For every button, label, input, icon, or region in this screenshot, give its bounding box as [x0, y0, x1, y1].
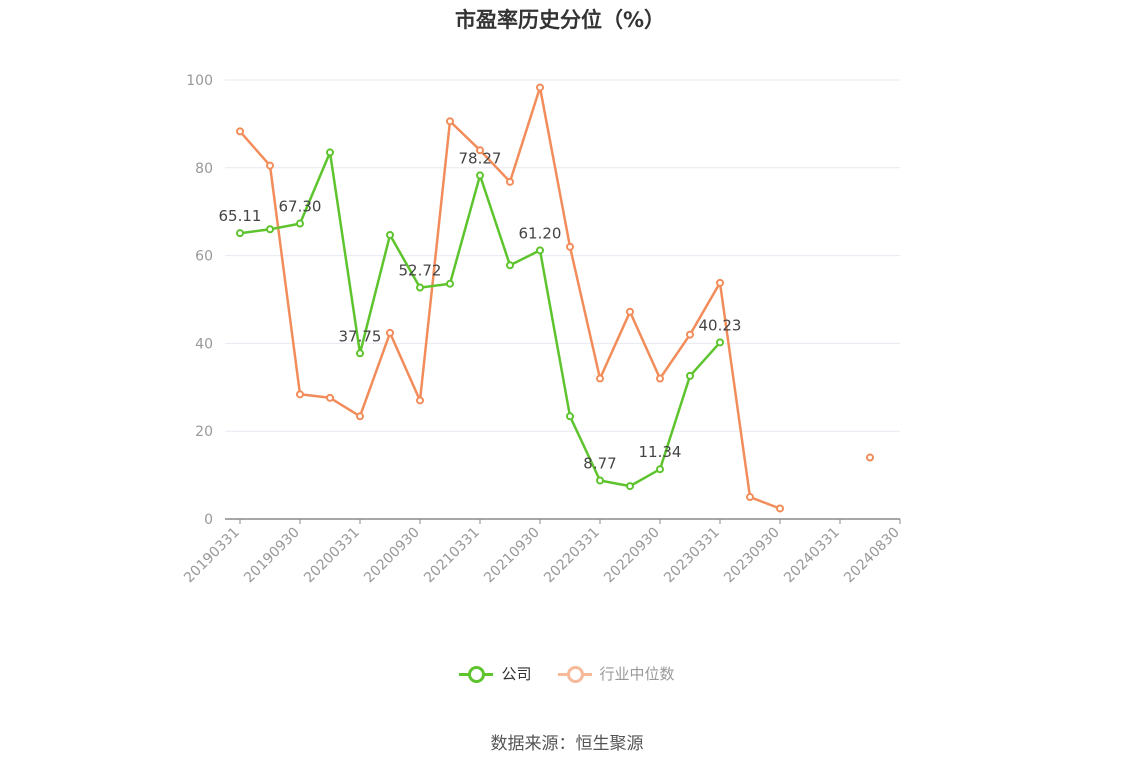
- industry-median-point: [386, 328, 394, 337]
- series-layer: [236, 83, 874, 513]
- data-label: 8.77: [583, 454, 616, 472]
- legend-label-industry-median: 行业中位数: [599, 665, 675, 683]
- company-point: [236, 229, 244, 238]
- x-tick-label: 20230930: [721, 525, 783, 587]
- x-tick-label: 20210331: [421, 525, 483, 587]
- industry-median-point: [296, 390, 304, 399]
- industry-median-point: [476, 146, 484, 155]
- data-label: 11.34: [639, 443, 682, 461]
- x-tick-label: 20220930: [601, 525, 663, 587]
- data-label: 78.27: [459, 149, 502, 167]
- industry-median-point: [416, 396, 424, 405]
- x-tick-label: 20240830: [841, 525, 903, 587]
- y-tick-label: 80: [195, 161, 213, 177]
- company-point: [506, 261, 514, 270]
- data-label: 65.11: [219, 207, 262, 225]
- data-label: 61.20: [519, 224, 562, 242]
- company-point: [386, 230, 394, 239]
- x-tick-label: 20230331: [661, 525, 723, 587]
- legend: 公司 行业中位数: [0, 663, 1134, 684]
- industry-median-point: [776, 504, 784, 513]
- industry-median-point: [626, 307, 634, 316]
- company-point: [656, 465, 664, 474]
- x-tick-label: 20220331: [541, 525, 603, 587]
- company-point: [266, 225, 274, 234]
- industry-median-point: [266, 161, 274, 170]
- industry-median-point: [596, 374, 604, 383]
- legend-label-company: 公司: [501, 665, 532, 683]
- industry-median-point: [446, 117, 454, 126]
- company-point: [536, 246, 544, 255]
- industry-median-point: [716, 278, 724, 287]
- company-point: [476, 171, 484, 180]
- industry-median-point: [356, 412, 364, 421]
- industry-median-line: [240, 88, 870, 509]
- company-point: [446, 279, 454, 288]
- axes: 0 20 40 60 80 100 2019033120190930202003312020…: [181, 73, 903, 586]
- chart-title: 市盈率历史分位（%）: [454, 8, 666, 32]
- data-label: 40.23: [699, 316, 742, 334]
- legend-item-company[interactable]: 公司: [459, 663, 532, 684]
- data-label: 37.75: [339, 327, 382, 345]
- y-tick-label: 100: [186, 73, 213, 89]
- legend-line-circle-icon: [557, 665, 592, 683]
- industry-median-point: [326, 393, 334, 402]
- legend-line-circle-icon: [459, 665, 494, 683]
- company-point: [716, 338, 724, 347]
- x-tick-label: 20200930: [361, 525, 423, 587]
- grid-lines: [225, 79, 900, 432]
- company-point: [596, 476, 604, 485]
- y-tick-label: 40: [195, 336, 213, 352]
- data-label: 67.30: [279, 198, 322, 216]
- series-industry-median: [236, 83, 874, 513]
- company-point: [296, 219, 304, 228]
- industry-median-point: [686, 330, 694, 339]
- industry-median-point: [566, 242, 574, 251]
- data-labels: 65.11 67.30 37.75 52.72 78.27 61.20 8.77 11.34 4…: [219, 149, 742, 472]
- y-tick-label: 60: [195, 249, 213, 265]
- industry-median-point: [656, 374, 664, 383]
- x-tick-label: 20190331: [181, 525, 243, 587]
- company-point: [566, 412, 574, 421]
- industry-median-point: [746, 493, 754, 502]
- x-tick-label: 20200331: [301, 525, 363, 587]
- company-point: [326, 148, 334, 157]
- x-tick-label: 20190930: [241, 525, 303, 587]
- y-tick-label: 0: [204, 512, 213, 528]
- data-source: 数据来源：恒生聚源: [490, 734, 644, 754]
- series-company: [236, 148, 724, 491]
- data-label: 52.72: [399, 262, 442, 280]
- company-point: [626, 482, 634, 491]
- x-tick-label: 20210930: [481, 525, 543, 587]
- y-tick-label: 20: [195, 424, 213, 440]
- company-point: [356, 349, 364, 358]
- industry-median-point: [506, 177, 514, 186]
- company-point: [686, 371, 694, 380]
- company-point: [416, 283, 424, 292]
- industry-median-point: [866, 453, 874, 462]
- industry-median-point: [236, 127, 244, 136]
- x-tick-label: 20240331: [781, 525, 843, 587]
- legend-item-industry-median[interactable]: 行业中位数: [557, 663, 675, 684]
- industry-median-point: [536, 83, 544, 92]
